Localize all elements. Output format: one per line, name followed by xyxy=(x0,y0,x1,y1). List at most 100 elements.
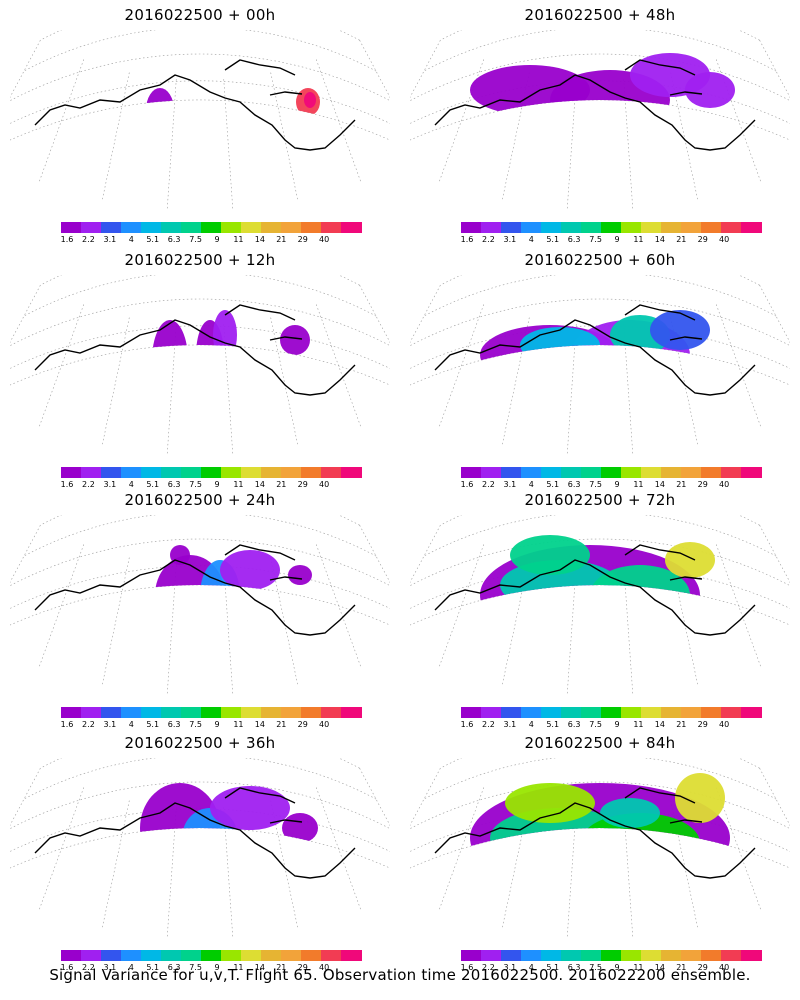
colorbar-label: 21 xyxy=(276,963,287,972)
colorbar-swatch xyxy=(101,950,122,961)
colorbar-swatch xyxy=(321,950,342,961)
colorbar-label: 11 xyxy=(633,720,644,729)
colorbar-swatch xyxy=(121,707,142,718)
colorbar-label: 1.6 xyxy=(460,720,474,729)
colorbar-swatch xyxy=(601,467,622,478)
colorbar xyxy=(461,950,762,961)
map-panel-12h: 2016022500 + 12h 1.6 2.2 3.1 4 5.1 6.3 7.5 9 11 1… xyxy=(0,245,400,489)
colorbar-swatch xyxy=(281,222,302,233)
colorbar-label: 29 xyxy=(297,720,308,729)
colorbar-label: 11 xyxy=(633,235,644,244)
colorbar-swatch xyxy=(281,950,302,961)
colorbar-swatch xyxy=(621,222,642,233)
colorbar-swatch xyxy=(261,222,282,233)
polar-stereographic-map xyxy=(10,515,390,694)
polar-stereographic-map xyxy=(10,275,390,454)
colorbar-label: 7.5 xyxy=(589,480,602,489)
colorbar-label: 40 xyxy=(319,720,330,729)
colorbar-swatch xyxy=(741,467,762,478)
colorbar-swatch xyxy=(141,222,162,233)
colorbar-labels: 1.6 2.2 3.1 4 5.1 6.3 7.5 9 11 14 21 29 40 xyxy=(61,235,361,245)
variance-field xyxy=(480,535,715,641)
colorbar-label: 2.2 xyxy=(82,963,95,972)
colorbar-swatch xyxy=(201,950,222,961)
panel-title: 2016022500 + 36h xyxy=(124,734,276,752)
colorbar-label: 6.3 xyxy=(567,963,581,972)
colorbar-label: 4 xyxy=(128,480,134,489)
colorbar-label: 40 xyxy=(719,235,730,244)
colorbar-swatch xyxy=(601,950,622,961)
colorbar-label: 1.6 xyxy=(60,963,74,972)
colorbar-label: 3.1 xyxy=(103,235,117,244)
colorbar-swatch xyxy=(141,950,162,961)
colorbar-label: 11 xyxy=(633,963,644,972)
colorbar-label: 9 xyxy=(214,480,220,489)
colorbar-label: 1.6 xyxy=(60,480,74,489)
colorbar-label: 3.1 xyxy=(503,235,517,244)
colorbar-label: 11 xyxy=(233,235,244,244)
colorbar-swatch xyxy=(581,467,602,478)
colorbar-swatch xyxy=(161,707,182,718)
colorbar-label: 40 xyxy=(719,480,730,489)
colorbar-swatch xyxy=(721,222,742,233)
colorbar-label: 6.3 xyxy=(567,480,581,489)
colorbar-swatch xyxy=(321,222,342,233)
colorbar-label: 29 xyxy=(697,720,708,729)
colorbar-label: 7.5 xyxy=(589,720,602,729)
colorbar-swatch xyxy=(121,467,142,478)
colorbar-swatch xyxy=(721,707,742,718)
colorbar-label: 21 xyxy=(676,480,687,489)
colorbar-label: 3.1 xyxy=(503,720,517,729)
colorbar-label: 14 xyxy=(654,235,665,244)
colorbar-swatch xyxy=(61,707,82,718)
colorbar-label: 3.1 xyxy=(503,963,517,972)
colorbar-label: 7.5 xyxy=(189,720,202,729)
polar-stereographic-map xyxy=(10,758,390,937)
panel-title: 2016022500 + 12h xyxy=(124,251,276,269)
colorbar-swatch xyxy=(81,222,102,233)
colorbar-swatch xyxy=(741,707,762,718)
colorbar-swatch xyxy=(221,467,242,478)
colorbar-swatch xyxy=(501,707,522,718)
colorbar-swatch xyxy=(81,467,102,478)
colorbar-label: 2.2 xyxy=(82,720,95,729)
colorbar-label: 9 xyxy=(614,235,620,244)
colorbar-label: 9 xyxy=(614,480,620,489)
colorbar-swatch xyxy=(181,950,202,961)
colorbar-swatch xyxy=(481,950,502,961)
coastline xyxy=(434,787,756,879)
map-panel-48h: 2016022500 + 48h 1.6 2.2 3.1 4 5.1 6.3 7.5 9 11 1… xyxy=(400,0,800,244)
colorbar-swatch xyxy=(561,467,582,478)
colorbar-swatch xyxy=(121,950,142,961)
colorbar-swatch xyxy=(221,707,242,718)
colorbar-swatch xyxy=(461,707,482,718)
colorbar-swatch xyxy=(461,950,482,961)
colorbar-swatch xyxy=(701,950,722,961)
colorbar-swatch xyxy=(721,467,742,478)
figure-caption: Signal Variance for u,v,T. Flight 65. Ob… xyxy=(49,966,751,984)
colorbar-label: 40 xyxy=(319,963,330,972)
colorbar-label: 5.1 xyxy=(146,235,160,244)
colorbar-swatch xyxy=(341,467,362,478)
colorbar-label: 4 xyxy=(128,235,134,244)
colorbar-label: 1.6 xyxy=(60,720,74,729)
colorbar-swatch xyxy=(521,707,542,718)
colorbar-swatch xyxy=(241,222,262,233)
colorbar xyxy=(61,707,362,718)
colorbar-label: 6.3 xyxy=(167,235,181,244)
colorbar-swatch xyxy=(681,707,702,718)
colorbar-label: 3.1 xyxy=(503,480,517,489)
colorbar-swatch xyxy=(301,707,322,718)
colorbar-label: 7.5 xyxy=(189,235,202,244)
graticule xyxy=(410,275,790,454)
colorbar-swatch xyxy=(221,222,242,233)
colorbar-swatch xyxy=(501,222,522,233)
colorbar-label: 14 xyxy=(254,480,265,489)
polar-stereographic-map xyxy=(410,515,790,694)
colorbar-swatch xyxy=(241,707,262,718)
colorbar-swatch xyxy=(161,950,182,961)
colorbar-swatch xyxy=(261,467,282,478)
panel-title: 2016022500 + 00h xyxy=(124,6,276,24)
colorbar-swatch xyxy=(301,467,322,478)
map-panel-84h: 2016022500 + 84h 1.6 2.2 3.1 4 5.1 6.3 7.5 9 11 1… xyxy=(400,728,800,972)
